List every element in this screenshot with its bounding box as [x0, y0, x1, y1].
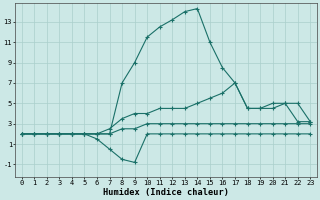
X-axis label: Humidex (Indice chaleur): Humidex (Indice chaleur)	[103, 188, 229, 197]
